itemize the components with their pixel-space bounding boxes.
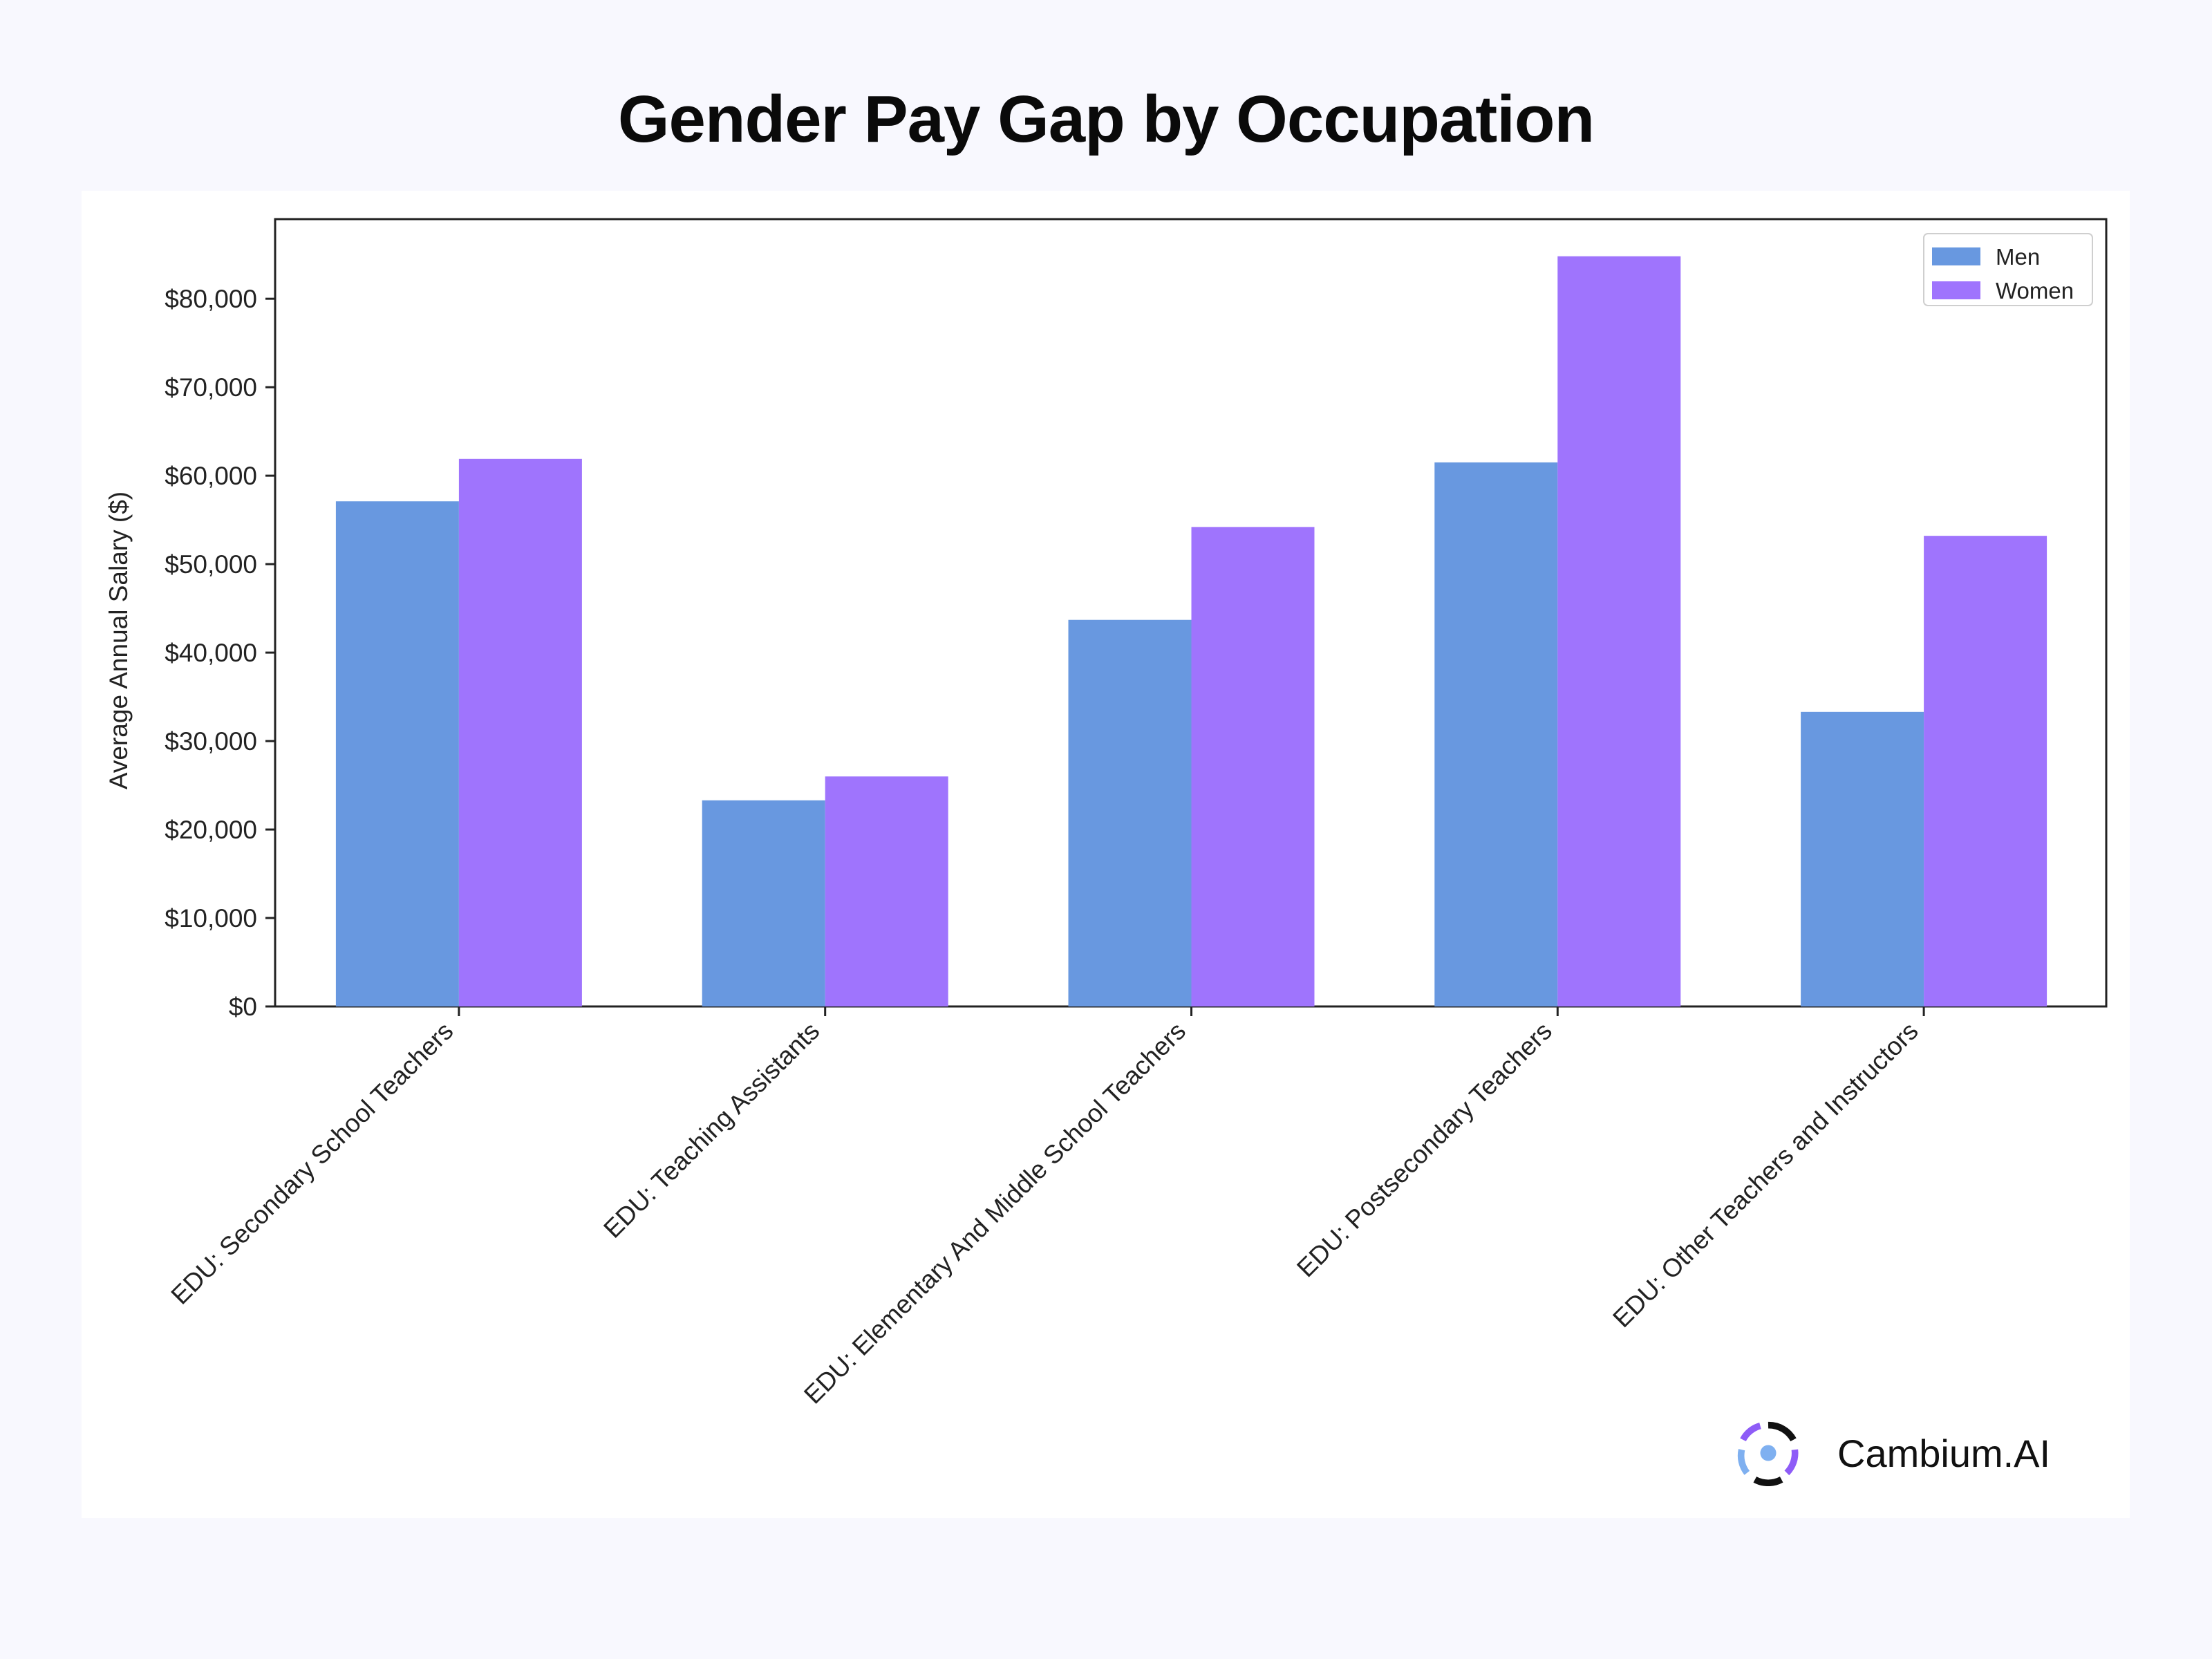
bar-men-4: [1434, 462, 1558, 1006]
bar-women-1: [458, 458, 582, 1006]
bar-men-3: [1068, 619, 1192, 1006]
page-title: Gender Pay Gap by Occupation: [617, 82, 1595, 156]
bar-men-5: [1801, 711, 1924, 1006]
y-tick-label: $20,000: [165, 816, 257, 844]
bar-men-2: [702, 800, 825, 1006]
y-tick-label: $70,000: [165, 373, 257, 402]
x-tick-label: EDU: Secondary School Teachers: [165, 1017, 458, 1310]
x-tick-label: EDU: Teaching Assistants: [598, 1017, 825, 1244]
bar-women-2: [825, 776, 948, 1006]
y-tick-label: $30,000: [165, 727, 257, 756]
y-axis-label: Average Annual Salary ($): [104, 491, 133, 789]
y-tick-label: $10,000: [165, 904, 257, 932]
x-tick-label: EDU: Elementary And Middle School Teache…: [798, 1017, 1191, 1409]
bar-women-4: [1557, 256, 1681, 1007]
x-tick-label: EDU: Other Teachers and Instructors: [1607, 1017, 1923, 1333]
legend-swatch-women: [1932, 281, 1980, 299]
legend-label-men: Men: [1996, 244, 2040, 270]
y-tick-label: $40,000: [165, 639, 257, 667]
brand: Cambium.AI: [1735, 1418, 2050, 1488]
y-tick-label: $60,000: [165, 462, 257, 490]
brand-name: Cambium.AI: [1837, 1431, 2051, 1475]
y-tick-label: $50,000: [165, 550, 257, 579]
chart-card: $0 $10,000 $20,000 $30,000 $40,000 $50,000 $60…: [82, 191, 2130, 1518]
bar-women-5: [1924, 536, 2047, 1006]
legend-label-women: Women: [1996, 278, 2074, 303]
x-tick-label: EDU: Postsecondary Teachers: [1291, 1017, 1557, 1283]
legend-swatch-men: [1932, 247, 1980, 265]
bar-women-3: [1191, 527, 1315, 1006]
cambium-logo-icon: [1737, 1421, 1799, 1486]
y-tick-label: $80,000: [165, 285, 257, 313]
bar-chart: $0 $10,000 $20,000 $30,000 $40,000 $50,000 $60…: [104, 218, 2108, 1409]
bar-men-1: [335, 501, 459, 1006]
y-tick-label: $0: [229, 993, 257, 1021]
